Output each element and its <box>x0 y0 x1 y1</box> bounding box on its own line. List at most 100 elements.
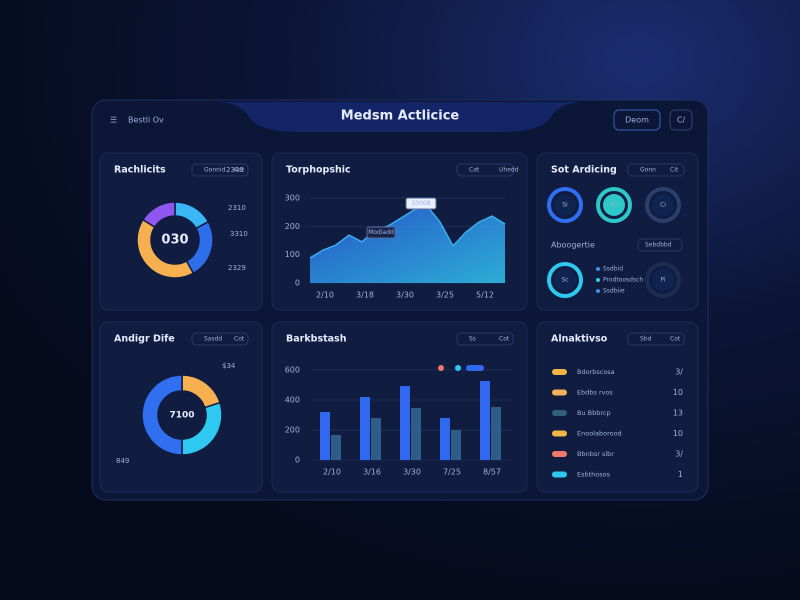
donut-slice <box>141 201 176 229</box>
x-tick-label: 3/30 <box>396 291 414 300</box>
pill <box>627 332 685 346</box>
row-label: Bbnbsr slbr <box>577 450 614 458</box>
legend-dot <box>596 267 600 271</box>
bar <box>331 434 341 460</box>
x-tick-label: 3/30 <box>403 468 421 477</box>
pill-label: Gonn <box>640 167 656 174</box>
y-tick-label: 400 <box>285 396 300 405</box>
row-tag <box>552 471 567 478</box>
donut-label: 2329 <box>228 264 246 272</box>
panel <box>99 321 263 493</box>
y-tick-label: 0 <box>295 279 300 288</box>
row-value: 3/ <box>675 450 683 459</box>
line <box>309 205 506 259</box>
pill-label: Cot <box>234 336 245 343</box>
legend-dot <box>596 289 600 293</box>
row-label: Bdorbscosa <box>577 368 615 376</box>
y-tick-label: 600 <box>285 366 300 375</box>
row-tag <box>552 430 567 437</box>
donut-slice <box>141 374 183 456</box>
legend-label: Ssdbid <box>603 266 623 273</box>
bar <box>440 418 450 460</box>
status-label: Ci <box>660 202 666 209</box>
bar <box>491 407 501 460</box>
bar <box>480 380 490 460</box>
pill <box>191 332 249 346</box>
area <box>310 205 505 283</box>
status-ring <box>547 262 583 298</box>
legend-label: Ssdbiie <box>603 288 625 295</box>
donut-center: 030 <box>161 233 188 248</box>
row-value: 13 <box>673 409 683 418</box>
status-icon <box>652 194 674 216</box>
row-tag <box>552 389 567 396</box>
pill-label: Cit <box>670 167 679 174</box>
panel <box>536 321 699 493</box>
x-tick-label: 2/10 <box>316 291 334 300</box>
pill <box>637 238 683 252</box>
bar <box>320 412 330 460</box>
pill-label: Sebdbbd <box>645 242 672 249</box>
status-label: Pi <box>660 277 665 284</box>
x-tick-label: 8/57 <box>483 468 501 477</box>
legend-dot <box>455 365 461 371</box>
icon-button[interactable] <box>669 109 693 131</box>
panel <box>99 152 263 311</box>
pill <box>627 163 685 177</box>
status-ring <box>547 187 583 223</box>
status-label: Pu <box>610 202 618 209</box>
y-tick-label: 0 <box>295 456 300 465</box>
status-subtitle: Aboogertie <box>551 241 595 250</box>
status-ring <box>645 262 681 298</box>
y-tick-label: 200 <box>285 222 300 231</box>
x-tick-label: 3/25 <box>436 291 454 300</box>
bar <box>360 397 370 460</box>
legend-dot <box>596 278 600 282</box>
donut-center: 7100 <box>169 411 194 421</box>
pill-label: Cot <box>234 167 245 174</box>
status-label: Si <box>562 202 568 209</box>
row-label: Bu Bbbrcp <box>577 409 611 417</box>
button[interactable] <box>613 109 661 131</box>
y-tick-label: 300 <box>285 194 300 203</box>
tooltip-label: Modiadd <box>368 229 394 236</box>
status-icon <box>603 194 625 216</box>
pill-label: Sasdd <box>204 336 222 343</box>
bar <box>371 418 381 460</box>
row-label: Ebdbs rvos <box>577 389 613 397</box>
bar <box>400 386 410 460</box>
donut-label: 3310 <box>230 230 248 238</box>
row-value: 1 <box>678 470 683 479</box>
legend-label: Prodtoosdsch <box>603 277 643 284</box>
panel-title: Sot Ardicing <box>551 165 617 176</box>
row-label: Enoolaborood <box>577 430 622 438</box>
row-tag <box>552 410 567 416</box>
donut-label: 2349 <box>226 166 244 174</box>
panel-title: Barkbstash <box>286 334 347 345</box>
brand: Bestli Ov <box>128 116 164 125</box>
tooltip-label: 10008 <box>411 200 430 207</box>
panel-title: Torphopshic <box>286 165 351 176</box>
pill <box>191 163 249 177</box>
panel-title: Andigr Dife <box>114 334 175 345</box>
button-label[interactable]: Deom <box>625 116 649 125</box>
donut-label: 2310 <box>228 204 246 212</box>
row-value: 3/ <box>675 368 683 377</box>
status-icon <box>554 194 576 216</box>
x-tick-label: 5/12 <box>476 291 494 300</box>
menu: ☰ <box>110 116 117 125</box>
status-ring <box>645 187 681 223</box>
bar <box>451 430 461 460</box>
donut-label: $34 <box>222 362 236 370</box>
pill-label: Ss <box>469 336 476 343</box>
x-tick-label: 3/18 <box>356 291 374 300</box>
pill <box>456 163 514 177</box>
y-tick-label: 200 <box>285 426 300 435</box>
x-tick-label: 2/10 <box>323 468 341 477</box>
row-tag <box>552 451 567 457</box>
row-tag <box>552 369 567 375</box>
status-icon <box>554 269 576 291</box>
row-value: 10 <box>673 388 683 397</box>
icon-label[interactable]: C/ <box>677 116 686 125</box>
